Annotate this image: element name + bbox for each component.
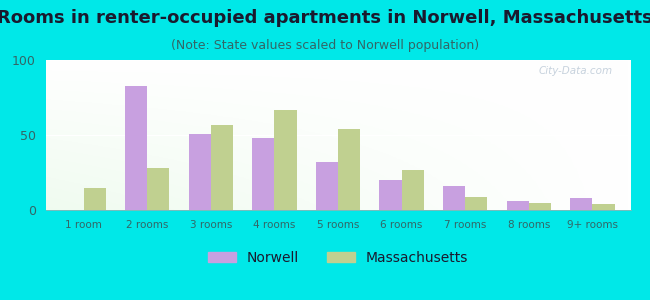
Bar	[125, 85, 148, 210]
Bar	[528, 202, 551, 210]
Bar	[84, 188, 106, 210]
Bar	[592, 204, 615, 210]
Bar	[443, 186, 465, 210]
Bar	[338, 129, 360, 210]
Bar	[188, 134, 211, 210]
Legend: Norwell, Massachusetts: Norwell, Massachusetts	[202, 245, 474, 271]
Bar	[506, 201, 528, 210]
Bar	[252, 138, 274, 210]
Bar	[570, 198, 592, 210]
Text: (Note: State values scaled to Norwell population): (Note: State values scaled to Norwell po…	[171, 39, 479, 52]
Bar	[402, 169, 424, 210]
Bar	[211, 124, 233, 210]
Bar	[148, 168, 170, 210]
Bar	[274, 110, 296, 210]
Text: Rooms in renter-occupied apartments in Norwell, Massachusetts: Rooms in renter-occupied apartments in N…	[0, 9, 650, 27]
Text: City-Data.com: City-Data.com	[539, 66, 613, 76]
Bar	[465, 196, 488, 210]
Bar	[380, 180, 402, 210]
Bar	[316, 162, 338, 210]
